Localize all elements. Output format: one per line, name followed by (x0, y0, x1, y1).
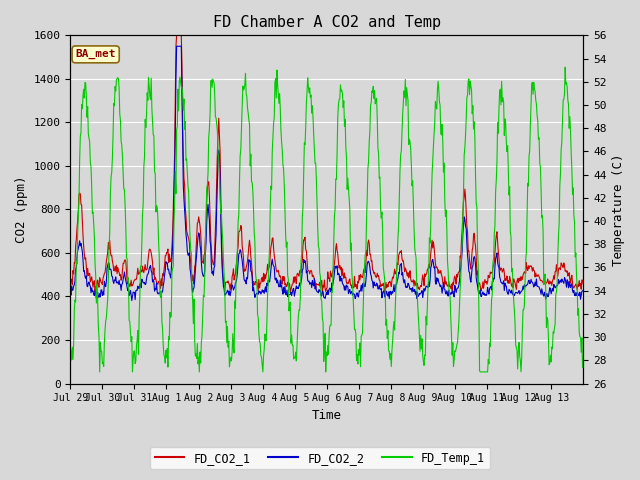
FD_CO2_1 (380, 283, 388, 289)
FD_Temp_1 (127, 339, 135, 345)
Line: FD_CO2_1: FD_CO2_1 (70, 36, 583, 296)
FD_Temp_1 (579, 355, 587, 361)
FD_Temp_1 (266, 204, 274, 209)
Y-axis label: CO2 (ppm): CO2 (ppm) (15, 176, 28, 243)
FD_CO2_2 (267, 266, 275, 272)
FD_CO2_2 (222, 290, 230, 296)
FD_Temp_1 (561, 64, 569, 70)
FD_Temp_1 (380, 270, 388, 276)
X-axis label: Time: Time (312, 409, 342, 422)
Text: BA_met: BA_met (76, 49, 116, 60)
FD_Temp_1 (221, 320, 229, 325)
FD_CO2_2 (173, 43, 180, 49)
Line: FD_CO2_2: FD_CO2_2 (70, 46, 583, 300)
FD_CO2_1 (247, 254, 255, 260)
FD_CO2_1 (266, 252, 274, 258)
FD_CO2_1 (67, 282, 74, 288)
FD_CO2_2 (67, 287, 74, 292)
FD_CO2_1 (173, 33, 180, 38)
Line: FD_Temp_1: FD_Temp_1 (70, 67, 583, 372)
Title: FD Chamber A CO2 and Temp: FD Chamber A CO2 and Temp (212, 15, 441, 30)
FD_Temp_1 (247, 151, 255, 157)
FD_CO2_1 (381, 293, 388, 299)
FD_CO2_1 (410, 277, 417, 283)
FD_CO2_1 (579, 281, 587, 287)
FD_Temp_1 (67, 366, 74, 372)
FD_CO2_2 (127, 288, 134, 293)
Y-axis label: Temperature (C): Temperature (C) (612, 153, 625, 265)
FD_CO2_2 (248, 269, 255, 275)
FD_Temp_1 (96, 369, 104, 375)
Legend: FD_CO2_1, FD_CO2_2, FD_Temp_1: FD_CO2_1, FD_CO2_2, FD_Temp_1 (150, 447, 490, 469)
FD_CO2_2 (381, 293, 388, 299)
FD_Temp_1 (409, 178, 417, 184)
FD_CO2_2 (128, 298, 136, 303)
FD_CO2_1 (221, 279, 229, 285)
FD_CO2_2 (579, 288, 587, 293)
FD_CO2_1 (127, 282, 134, 288)
FD_CO2_2 (410, 288, 417, 294)
